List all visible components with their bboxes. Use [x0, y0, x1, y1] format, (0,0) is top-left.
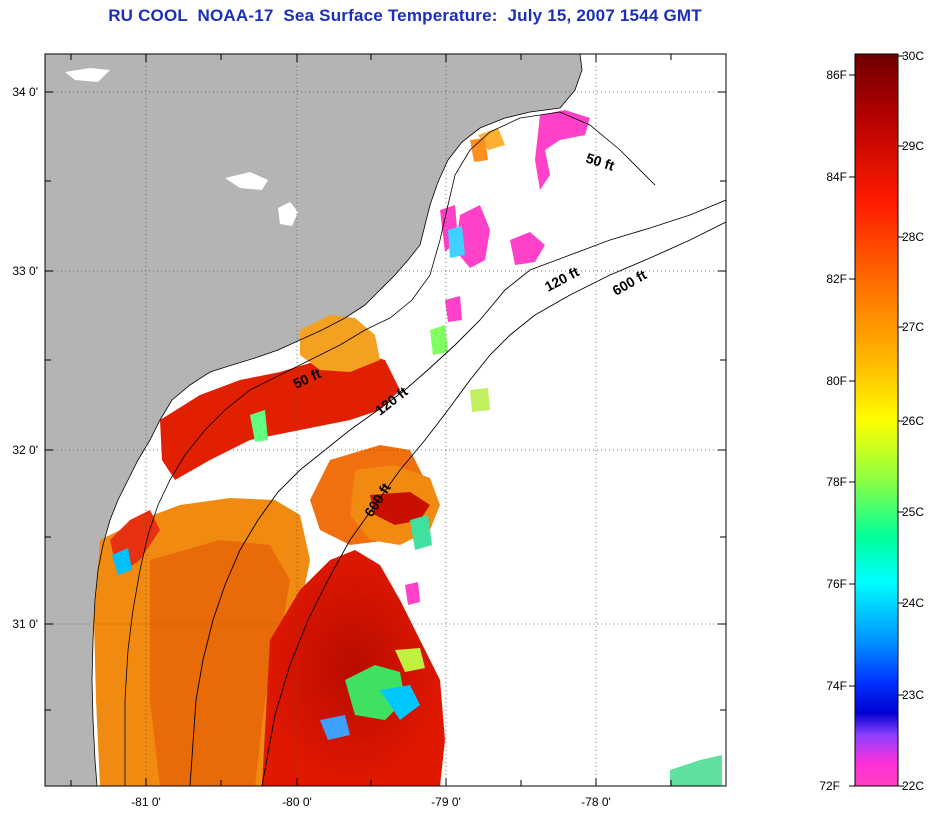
- sst-data: [94, 110, 722, 786]
- colorbar: 86F 84F 82F 80F 78F 76F 74F 72F 30C 29C …: [819, 49, 924, 793]
- colorbar-c-label: 22C: [902, 779, 924, 793]
- colorbar-f-label: 76F: [826, 577, 847, 591]
- lat-tick-label: 32 0': [12, 443, 38, 457]
- colorbar-c-label: 23C: [902, 688, 924, 702]
- lat-tick-label: 33 0': [12, 264, 38, 278]
- contour-50ft: [124, 111, 656, 786]
- coastline: [91, 54, 583, 786]
- lon-tick-label: -79 0': [431, 795, 461, 809]
- lat-tick-label: 34 0': [12, 85, 38, 99]
- colorbar-c-label: 28C: [902, 230, 924, 244]
- colorbar-c-label: 29C: [902, 139, 924, 153]
- lake: [65, 68, 110, 82]
- lon-tick-label: -78 0': [581, 795, 611, 809]
- colorbar-f-label: 84F: [826, 170, 847, 184]
- lat-lon-grid: [45, 54, 726, 786]
- colorbar-c-label: 26C: [902, 414, 924, 428]
- map-title: RU COOL NOAA-17 Sea Surface Temperature:…: [108, 6, 702, 25]
- lon-tick-label: -81 0': [131, 795, 161, 809]
- colorbar-f-label: 74F: [826, 679, 847, 693]
- land-mass: [45, 54, 582, 786]
- contour-120ft: [189, 199, 726, 786]
- colorbar-f-label: 86F: [826, 68, 847, 82]
- map-frame: [44, 53, 727, 787]
- colorbar-ramp: [854, 53, 899, 787]
- colorbar-f-label: 72F: [819, 779, 840, 793]
- colorbar-c-label: 27C: [902, 320, 924, 334]
- axis-ticks: [45, 54, 726, 786]
- colorbar-c-label: 30C: [902, 49, 924, 63]
- lake: [225, 172, 268, 190]
- colorbar-c-label: 25C: [902, 505, 924, 519]
- lake: [278, 202, 298, 226]
- lon-tick-label: -80 0': [282, 795, 312, 809]
- colorbar-f-label: 78F: [826, 475, 847, 489]
- colorbar-c-label: 24C: [902, 596, 924, 610]
- map-area: 50 ft 120 ft 600 ft 50 ft 120 ft 600 ft: [45, 54, 726, 786]
- contour-600ft: [261, 221, 726, 786]
- colorbar-f-label: 82F: [826, 272, 847, 286]
- colorbar-f-label: 80F: [826, 374, 847, 388]
- lat-tick-label: 31 0': [12, 617, 38, 631]
